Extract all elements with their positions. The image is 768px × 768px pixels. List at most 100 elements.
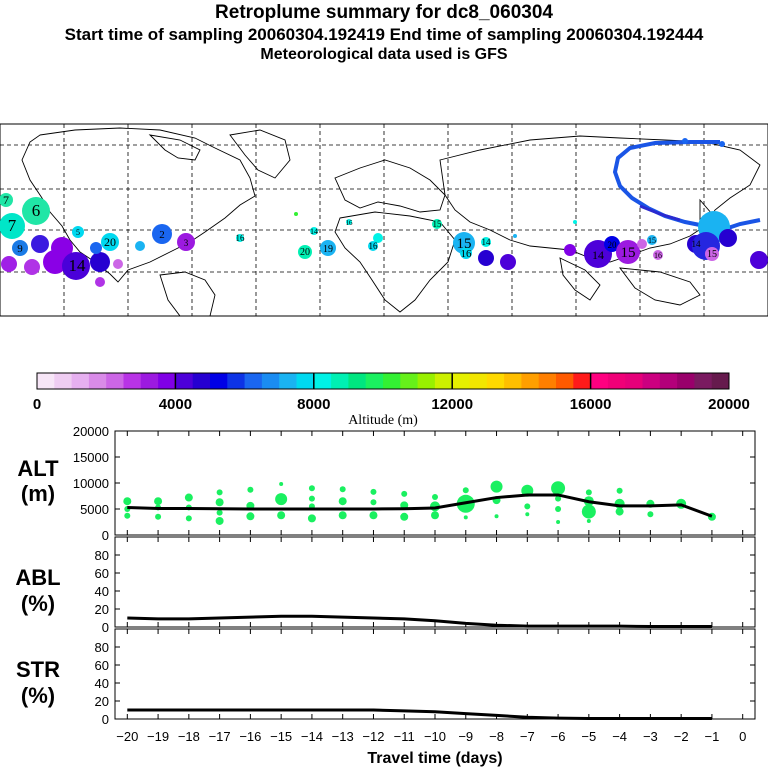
map-label: 3 <box>184 238 189 248</box>
x-tick-label: −9 <box>458 729 473 744</box>
map-label: 15 <box>457 236 472 252</box>
colorbar-swatch <box>365 373 384 389</box>
colorbar-swatch <box>607 373 626 389</box>
colorbar-swatch <box>677 373 695 389</box>
met-data-note: Meteorological data used is GFS <box>260 46 508 63</box>
map-label: 14 <box>310 227 318 236</box>
map-label: 9 <box>17 243 23 255</box>
data-point <box>586 518 591 523</box>
x-tick-label: −3 <box>643 729 658 744</box>
data-point <box>647 511 654 518</box>
data-point <box>339 486 346 493</box>
x-tick-label: −7 <box>520 729 535 744</box>
y-tick-label: 20000 <box>73 424 109 439</box>
map-label: 14 <box>592 248 604 262</box>
altitude-colorbar: 0 4000 8000 12000 16000 20000 Altitude (m) <box>33 372 750 428</box>
colorbar-swatch <box>504 373 522 389</box>
data-point <box>308 495 315 502</box>
data-point <box>123 497 132 506</box>
colorbar-swatch <box>400 373 419 389</box>
y-tick-label: 20 <box>95 694 109 709</box>
data-point <box>246 512 255 521</box>
y-tick-label: 80 <box>95 640 109 655</box>
x-tick-label: −16 <box>239 729 261 744</box>
map-label: 16 <box>461 248 473 260</box>
y-tick-label: 60 <box>95 658 109 673</box>
map-label: 7 <box>8 216 17 235</box>
map-label: 16 <box>369 241 379 251</box>
y-tick-label: 0 <box>102 712 109 727</box>
x-tick-label: −19 <box>147 729 169 744</box>
map-label: 5 <box>76 228 80 237</box>
colorbar-swatch <box>123 373 142 389</box>
data-point <box>216 509 223 516</box>
data-point <box>154 497 163 506</box>
x-tick-label: −1 <box>705 729 720 744</box>
y-tick-label: 40 <box>95 584 109 599</box>
x-tick-label: −18 <box>178 729 200 744</box>
x-tick-label: −10 <box>424 729 446 744</box>
colorbar-swatch <box>313 373 332 389</box>
y-tick-label: 15000 <box>73 450 109 465</box>
data-point <box>585 489 592 496</box>
colorbar-swatch <box>486 373 505 389</box>
median-altitude-line <box>127 493 713 518</box>
data-point <box>431 511 439 520</box>
map-label: 20 <box>300 247 310 258</box>
data-point <box>556 520 561 524</box>
data-point <box>401 490 408 497</box>
x-tick-label: −8 <box>489 729 504 744</box>
data-point <box>524 503 531 510</box>
data-point <box>279 482 284 487</box>
colorbar-swatch <box>711 373 730 389</box>
data-point <box>215 498 224 507</box>
colorbar-label: Altitude (m) <box>348 413 418 428</box>
colorbar-swatch <box>694 373 713 389</box>
sampling-times: Start time of sampling 20060304.192419 E… <box>64 25 704 44</box>
data-point <box>370 499 377 506</box>
colorbar-swatch <box>106 373 124 389</box>
map-label: 15 <box>648 236 656 245</box>
colorbar-swatch <box>279 373 297 389</box>
data-point <box>555 495 562 502</box>
colorbar-tick-label: 4000 <box>159 396 192 413</box>
colorbar-swatch <box>469 373 488 389</box>
x-tick-label: −5 <box>581 729 596 744</box>
data-point <box>216 489 223 496</box>
data-point <box>338 511 347 520</box>
data-point <box>551 481 566 496</box>
panel-frame <box>114 628 756 720</box>
colorbar-swatch <box>642 373 661 389</box>
data-point <box>369 511 378 520</box>
data-point <box>215 516 224 525</box>
data-point <box>184 493 193 502</box>
y-tick-label: 80 <box>95 548 109 563</box>
plot-title: Retroplume summary for dc8_060304 <box>215 2 553 23</box>
x-tick-label: −4 <box>612 729 627 744</box>
map-label: 16 <box>236 233 246 243</box>
colorbar-swatch <box>434 373 453 389</box>
data-point <box>616 487 623 494</box>
data-point <box>525 512 530 517</box>
x-tick-label: 0 <box>739 729 746 744</box>
data-point <box>275 493 288 506</box>
data-point <box>370 488 377 495</box>
data-point <box>462 487 469 494</box>
data-point <box>432 494 438 501</box>
map-label: 6 <box>32 201 41 220</box>
series-line <box>127 708 712 721</box>
x-tick-label: −13 <box>332 729 354 744</box>
x-tick-label: −2 <box>674 729 689 744</box>
colorbar-swatch <box>54 373 73 389</box>
panel-label-unit: (%) <box>21 683 55 708</box>
map-label: 14 <box>69 256 87 275</box>
colorbar-swatch <box>244 373 263 389</box>
colorbar-swatch <box>71 373 90 389</box>
panel-frame <box>114 536 756 628</box>
map-label: 14 <box>482 237 492 247</box>
colorbar-swatch <box>296 373 315 389</box>
time-series-panels: 05000100001500020000ALT(m)020406080ABL(%… <box>15 424 756 767</box>
colorbar-swatch <box>210 373 228 389</box>
colorbar-swatch <box>417 373 436 389</box>
